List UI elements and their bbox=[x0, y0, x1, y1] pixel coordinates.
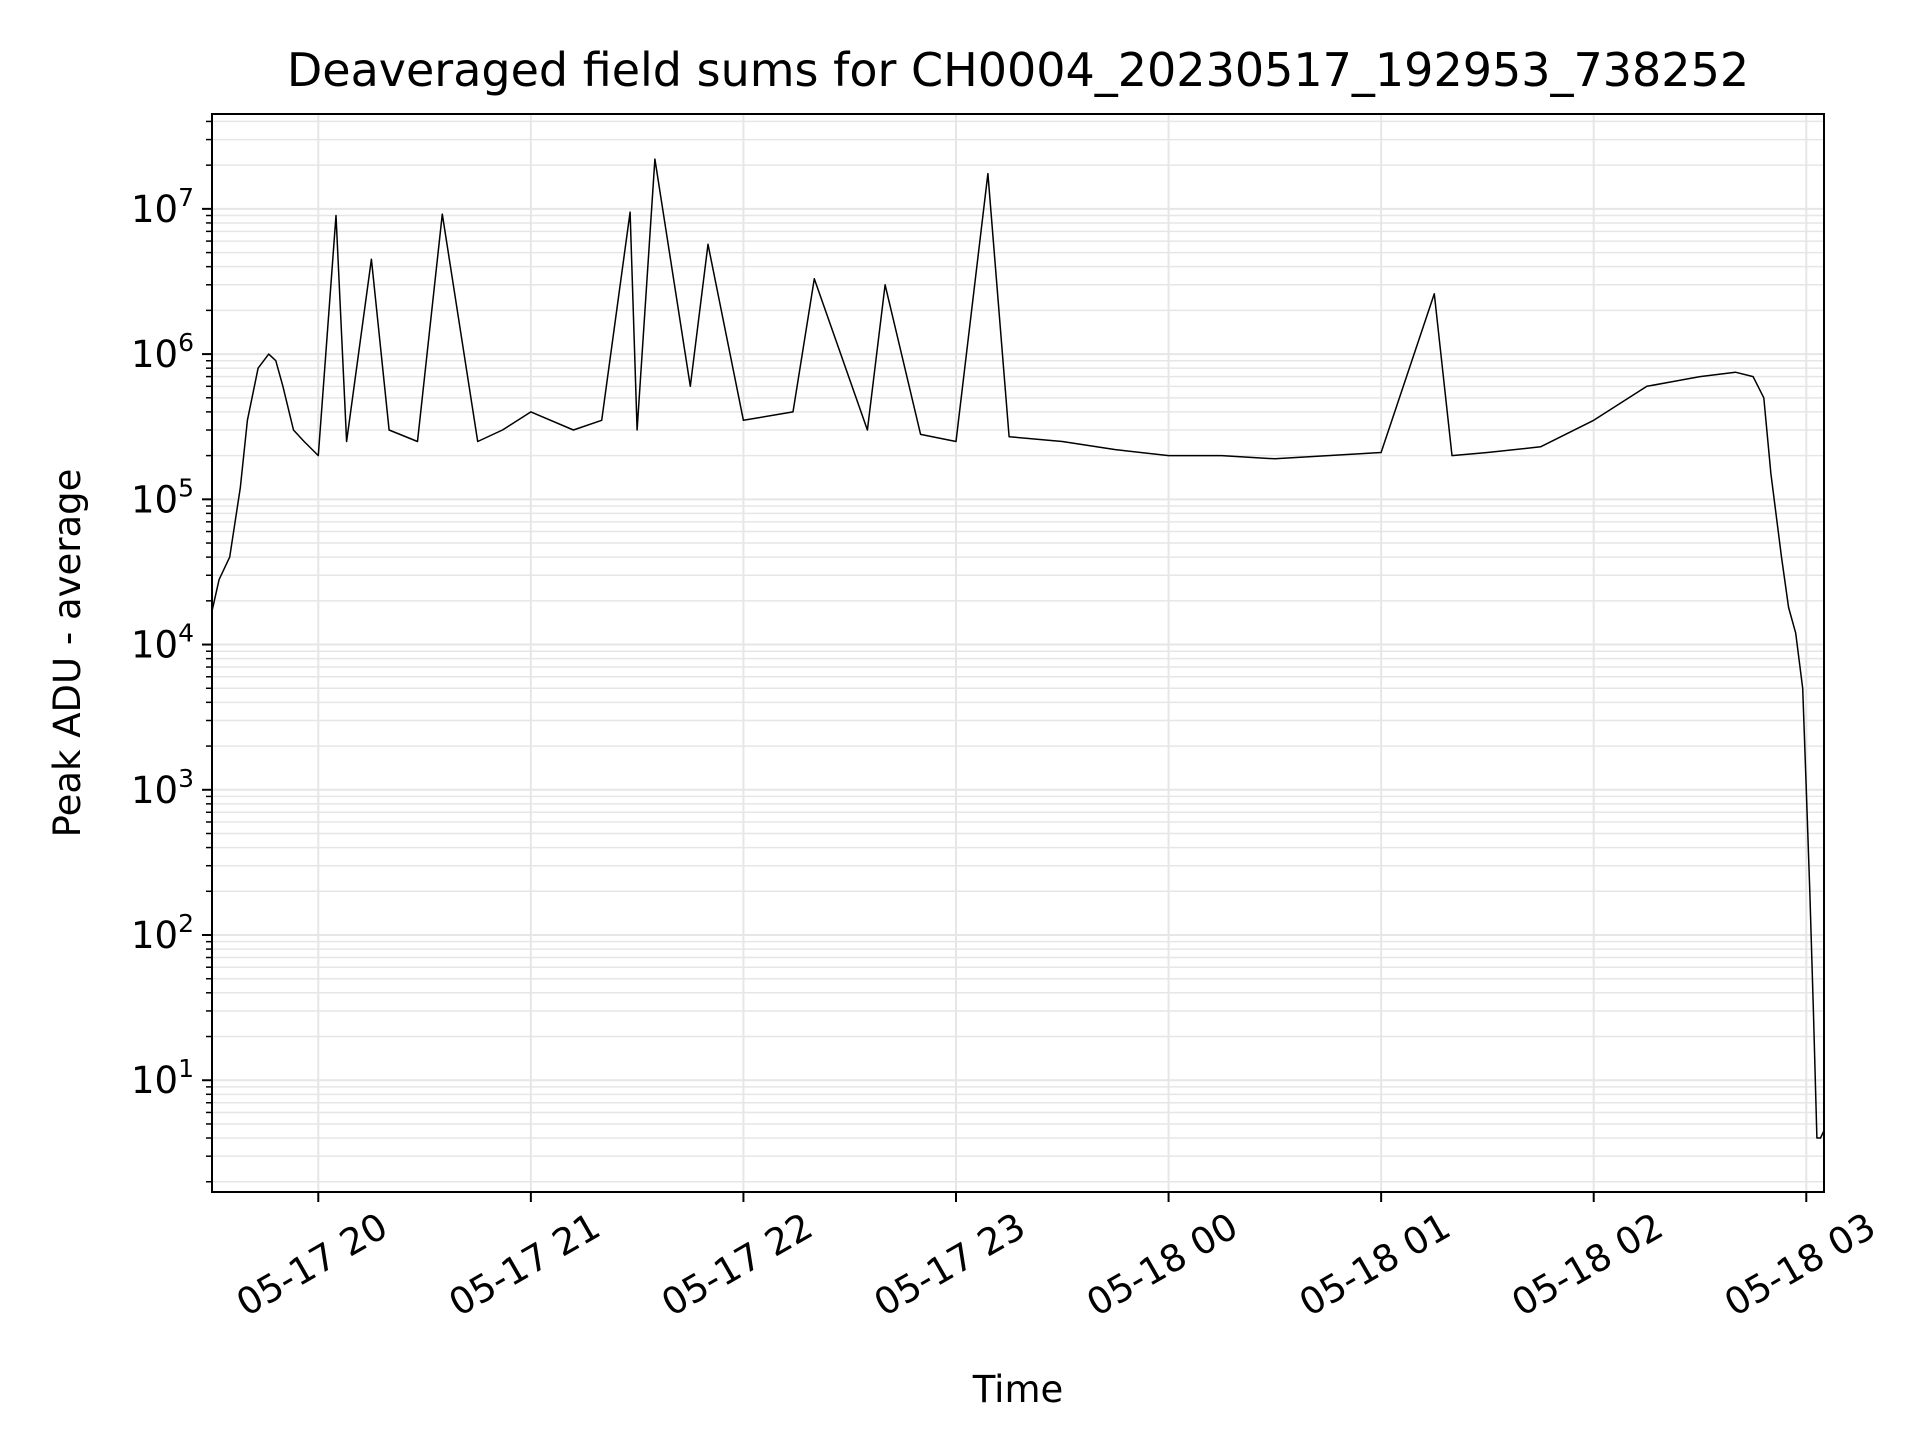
x-tick-label: 05-18 03 bbox=[1717, 1205, 1883, 1325]
x-tick-label: 05-17 20 bbox=[229, 1205, 395, 1325]
y-tick-label: 101 bbox=[131, 1054, 194, 1102]
y-tick-label: 107 bbox=[131, 183, 194, 231]
chart-title: Deaveraged field sums for CH0004_2023051… bbox=[287, 43, 1749, 97]
grid-lines bbox=[212, 114, 1824, 1192]
data-series bbox=[211, 158, 1825, 1139]
y-tick-label: 104 bbox=[131, 619, 194, 667]
x-axis-label: Time bbox=[972, 1368, 1064, 1411]
y-tick-label: 105 bbox=[131, 473, 194, 521]
x-tick-label: 05-18 00 bbox=[1080, 1205, 1246, 1325]
y-tick-label: 106 bbox=[131, 328, 194, 376]
x-tick-label: 05-18 02 bbox=[1505, 1205, 1671, 1325]
series-line bbox=[211, 158, 1825, 1139]
y-tick-label: 103 bbox=[131, 764, 194, 812]
axis-ticks bbox=[202, 120, 1808, 1202]
x-tick-label: 05-17 21 bbox=[442, 1205, 608, 1325]
x-tick-label: 05-17 23 bbox=[867, 1205, 1033, 1325]
plot-frame bbox=[211, 113, 1825, 1193]
x-tick-label: 05-17 22 bbox=[654, 1205, 820, 1325]
x-tick-label: 05-18 01 bbox=[1292, 1205, 1458, 1325]
y-axis-label: Peak ADU - average bbox=[46, 469, 89, 838]
y-tick-label: 102 bbox=[131, 909, 194, 957]
